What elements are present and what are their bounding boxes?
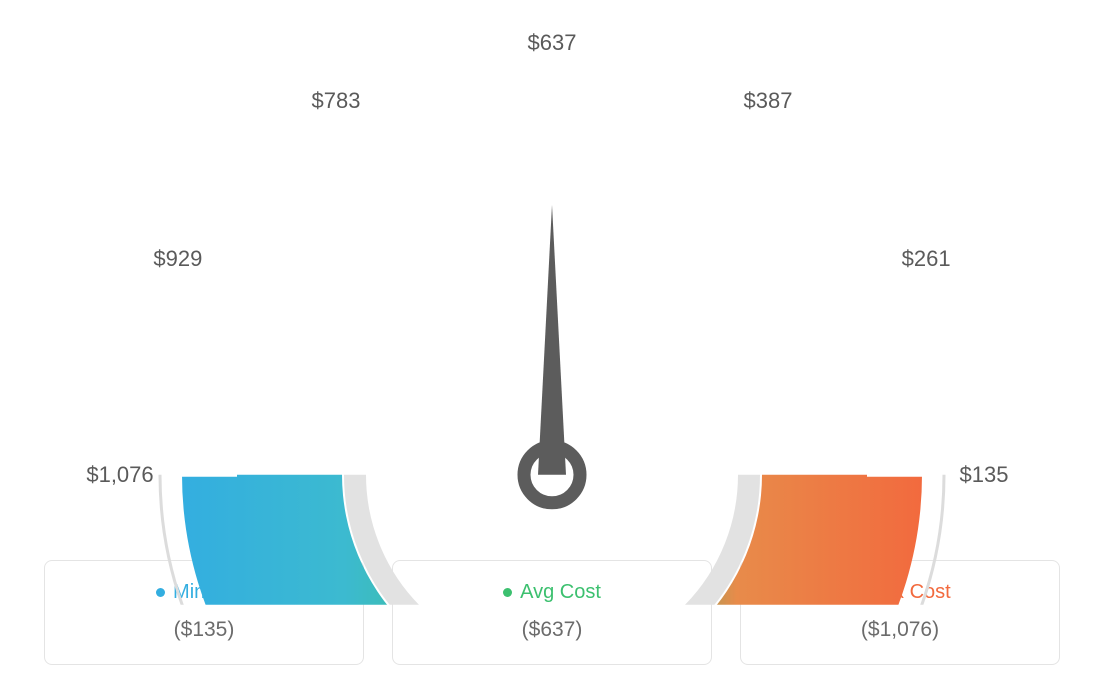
gauge-tick-label: $261 [902,246,951,272]
gauge-svg [102,45,1002,605]
gauge-tick-label: $387 [744,88,793,114]
gauge-chart: $135 $261 $387 $637 $783 $929 $1,076 [0,0,1104,560]
legend-value-max: ($1,076) [751,618,1049,642]
gauge-tick-label: $637 [528,30,577,56]
gauge-tick-label: $929 [153,246,202,272]
legend-value-min: ($135) [55,618,353,642]
gauge-tick-label: $135 [960,462,1009,488]
gauge-tick-label: $1,076 [86,462,153,488]
gauge-tick-label: $783 [312,88,361,114]
legend-value-avg: ($637) [403,618,701,642]
